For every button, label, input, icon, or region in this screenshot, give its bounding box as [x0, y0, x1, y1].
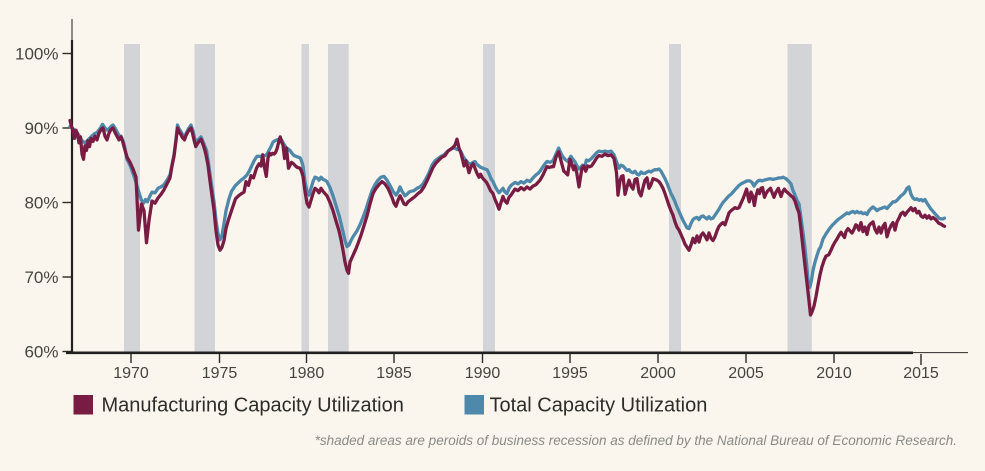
- svg-text:60%: 60%: [24, 343, 58, 362]
- svg-text:1980: 1980: [289, 365, 325, 382]
- svg-text:80%: 80%: [24, 194, 58, 213]
- svg-text:2000: 2000: [640, 365, 676, 382]
- svg-text:1985: 1985: [376, 365, 412, 382]
- svg-text:Total Capacity Utilization: Total Capacity Utilization: [490, 395, 708, 417]
- svg-text:90%: 90%: [24, 119, 58, 138]
- svg-text:*shaded areas are peroids of b: *shaded areas are peroids of business re…: [315, 433, 957, 448]
- svg-text:1975: 1975: [202, 365, 238, 382]
- svg-text:100%: 100%: [15, 45, 58, 64]
- svg-text:2010: 2010: [816, 365, 852, 382]
- svg-text:2015: 2015: [903, 365, 939, 382]
- svg-text:2005: 2005: [728, 365, 764, 382]
- svg-text:1995: 1995: [552, 365, 588, 382]
- svg-text:Manufacturing Capacity Utiliza: Manufacturing Capacity Utilization: [102, 395, 404, 417]
- svg-text:70%: 70%: [24, 268, 58, 287]
- svg-text:1990: 1990: [465, 365, 501, 382]
- svg-text:1970: 1970: [113, 365, 149, 382]
